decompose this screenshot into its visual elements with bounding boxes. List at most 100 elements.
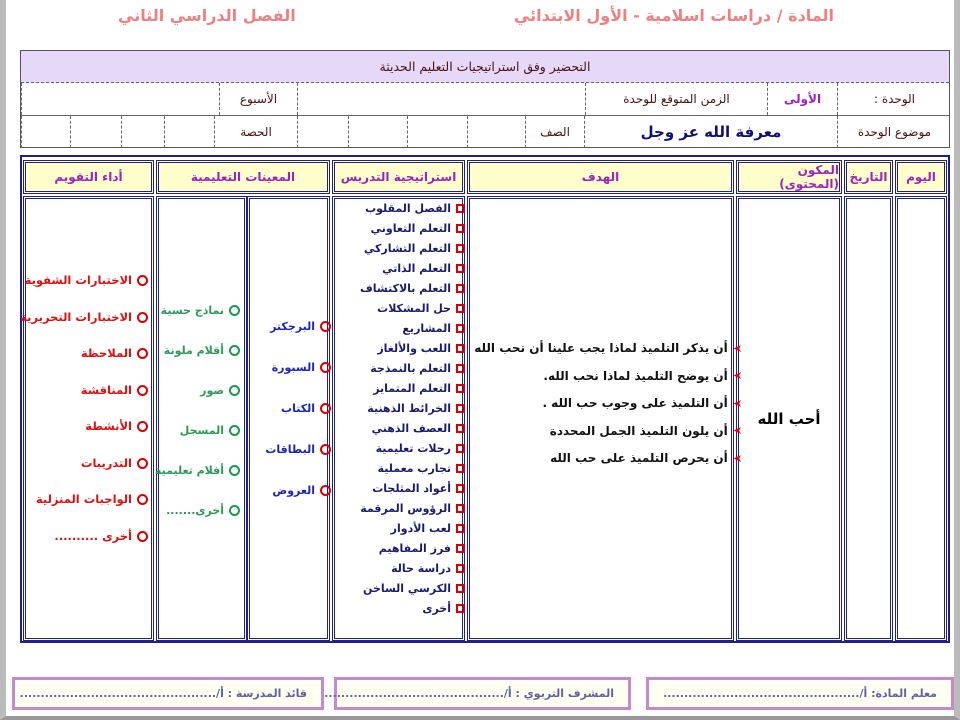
aid-item: نماذج حسية (155, 303, 240, 318)
checkbox-icon[interactable] (456, 404, 465, 413)
strategy-item: رحلات تعليمية (360, 441, 465, 456)
checkbox-icon[interactable] (456, 544, 465, 553)
checkbox-icon[interactable] (456, 224, 465, 233)
checkbox-icon[interactable] (456, 364, 465, 373)
period-label: الحصة (214, 116, 297, 148)
checkbox-icon[interactable] (456, 564, 465, 573)
strategy-item: لعب الأدوار (360, 521, 465, 536)
time-value[interactable] (297, 83, 585, 115)
radio-circle-icon[interactable] (320, 444, 331, 455)
strategy-item: التعلم بالنمذجة (360, 361, 465, 376)
checkbox-icon[interactable] (456, 584, 465, 593)
radio-circle-icon[interactable] (137, 311, 148, 323)
arrow-bullet-icon[interactable]: ➤ (732, 369, 742, 382)
class-cell[interactable] (467, 116, 525, 148)
aids-left-list: نماذج حسية أقلام ملونة صور المسجل أفلام تعلي… (155, 303, 240, 518)
checkbox-icon[interactable] (456, 444, 465, 453)
radio-circle-icon[interactable] (137, 494, 148, 505)
arrow-bullet-icon[interactable]: ➤ (732, 396, 742, 410)
topic-value[interactable]: معرفة الله عز وجل (584, 116, 837, 148)
aid-item-label: البرجكتر (270, 320, 315, 333)
aid-item: الكتاب (265, 401, 331, 416)
strategy-item-label: المشاريع (402, 322, 451, 335)
goal-item-label: أن يحرص التلميذ على حب الله (550, 451, 728, 465)
week-value[interactable] (21, 83, 219, 115)
checkbox-icon[interactable] (456, 244, 465, 253)
radio-circle-icon[interactable] (229, 305, 240, 316)
period-cell[interactable] (164, 116, 214, 148)
assessment-item: الأنشطة (20, 419, 148, 434)
checkbox-icon[interactable] (456, 604, 465, 613)
aid-item: أقلام ملونة (155, 343, 240, 358)
strategy-cell (332, 196, 465, 641)
radio-circle-icon[interactable] (137, 384, 148, 396)
strategy-item-label: التعلم بالنمذجة (370, 362, 451, 375)
period-cell[interactable] (21, 116, 70, 148)
period-cell[interactable] (121, 116, 164, 148)
time-label: الزمن المتوقع للوحدة (585, 83, 767, 115)
checkbox-icon[interactable] (456, 504, 465, 513)
strategy-item-label: التعلم التعاوني (370, 222, 451, 235)
class-cell[interactable] (348, 116, 407, 148)
checkbox-icon[interactable] (456, 524, 465, 533)
radio-circle-icon[interactable] (137, 348, 148, 359)
checkbox-icon[interactable] (456, 284, 465, 293)
strategy-item: التعلم التشاركي (360, 241, 465, 256)
arrow-bullet-icon[interactable]: ➤ (732, 451, 742, 465)
assessment-item-label: الاختبارات التحريرية (20, 309, 132, 324)
assessment-item-label: الأنشطة (85, 419, 132, 433)
radio-circle-icon[interactable] (137, 275, 148, 286)
supervisor-signature[interactable]: المشرف التربوي : أ/.....................… (307, 677, 631, 710)
strategy-item-label: الكرسي الساخن (363, 582, 451, 595)
principal-signature[interactable]: قائد المدرسة : أ/.......................… (12, 677, 324, 710)
date-cell[interactable] (844, 196, 893, 641)
semester-title: الفصل الدراسي الثاني (118, 6, 296, 25)
radio-circle-icon[interactable] (137, 421, 148, 432)
radio-circle-icon[interactable] (229, 345, 240, 356)
strategy-item-label: دراسة حالة (391, 562, 451, 575)
goal-item: ➤ أن يوضح التلميذ لماذا نحب الله. (474, 369, 742, 383)
unit-value[interactable]: الأولى (767, 83, 837, 115)
radio-circle-icon[interactable] (229, 385, 240, 396)
info-table: التحضير وفق استراتيجيات التعليم الحديثة … (20, 50, 950, 148)
radio-circle-icon[interactable] (137, 530, 148, 542)
class-cell[interactable] (407, 116, 467, 148)
checkbox-icon[interactable] (456, 304, 465, 313)
period-cell[interactable] (70, 116, 121, 148)
radio-circle-icon[interactable] (229, 465, 240, 476)
arrow-bullet-icon[interactable]: ➤ (732, 341, 742, 355)
topic-label: موضوع الوحدة (837, 116, 951, 148)
aid-item-label: صور (200, 384, 224, 397)
class-cell[interactable] (297, 116, 348, 148)
strategy-item: التعلم الذاتي (360, 261, 465, 276)
class-label: الصف (525, 116, 584, 148)
strategy-item: دراسة حالة (360, 561, 465, 576)
radio-circle-icon[interactable] (320, 321, 331, 332)
radio-circle-icon[interactable] (320, 403, 331, 414)
checkbox-icon[interactable] (456, 464, 465, 473)
teacher-signature[interactable]: معلم المادة: أ/.........................… (646, 677, 954, 710)
checkbox-icon[interactable] (456, 264, 465, 273)
radio-circle-icon[interactable] (320, 485, 331, 496)
arrow-bullet-icon[interactable]: ➤ (732, 424, 742, 437)
aid-item-label: الكتاب (281, 402, 315, 415)
checkbox-icon[interactable] (456, 344, 465, 353)
aid-item-label: أقلام ملونة (163, 344, 224, 357)
checkbox-icon[interactable] (456, 424, 465, 433)
checkbox-icon[interactable] (456, 324, 465, 333)
radio-circle-icon[interactable] (320, 362, 331, 373)
lesson-plan-table: اليوم التاريخ المكون (المحتوى) الهدف است… (20, 155, 950, 643)
radio-circle-icon[interactable] (137, 457, 148, 469)
radio-circle-icon[interactable] (229, 505, 240, 516)
aid-item-label: المسجل (179, 424, 224, 437)
strategy-item-label: أعواد المثلجات (372, 482, 451, 495)
checkbox-icon[interactable] (456, 384, 465, 393)
day-cell[interactable] (895, 196, 947, 641)
radio-circle-icon[interactable] (229, 425, 240, 436)
strategy-item: التعلم التعاوني (360, 221, 465, 236)
checkbox-icon[interactable] (456, 204, 465, 213)
unit-row: الوحدة : الأولى الزمن المتوقع للوحدة الأ… (21, 83, 949, 116)
strategy-item: العصف الذهني (360, 421, 465, 436)
checkbox-icon[interactable] (456, 484, 465, 493)
assessment-list: الاختبارات الشفوية الاختبارات التحريرية ال… (20, 273, 148, 544)
